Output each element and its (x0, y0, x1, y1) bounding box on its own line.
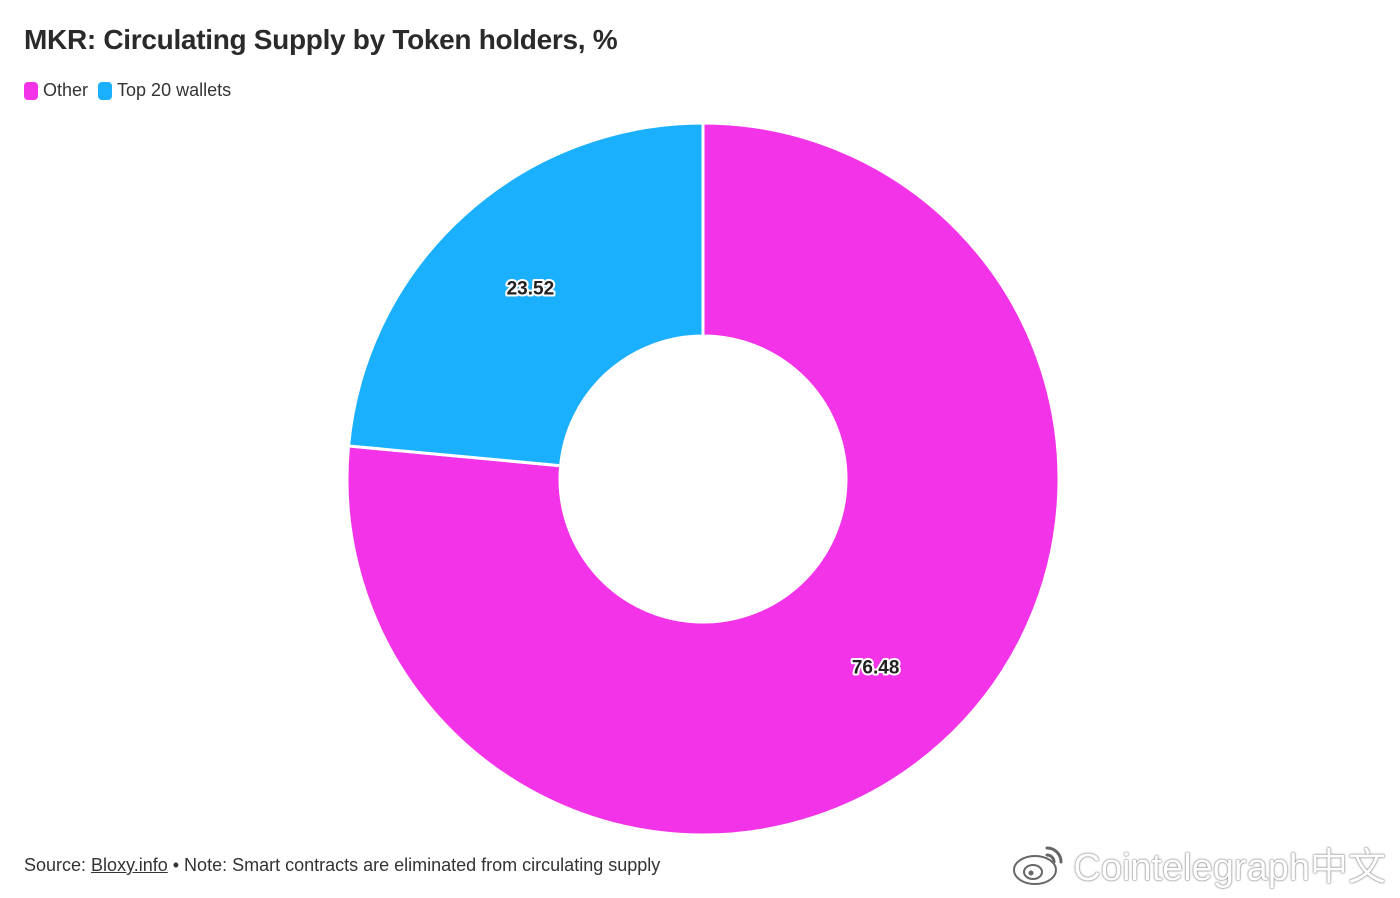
legend-label-other: Other (43, 80, 89, 100)
donut-labels: 76.48 23.52 (505, 277, 902, 681)
legend-label-top-20-wallets: Top 20 wallets (117, 80, 232, 100)
watermark-text: Cointelegraph中文 (1073, 847, 1386, 889)
weibo-icon (1013, 846, 1063, 885)
chart-title: MKR: Circulating Supply by Token holders… (24, 24, 618, 55)
legend-swatch-other (24, 81, 38, 100)
source-link[interactable]: Bloxy.info (91, 855, 168, 875)
data-label-other: 76.48 (852, 657, 900, 678)
slice-top-20-wallets[interactable] (346, 121, 705, 468)
slice-other[interactable] (345, 121, 1061, 837)
legend-item-top-20-wallets[interactable]: Top 20 wallets (98, 80, 231, 101)
source-note: Source: Bloxy.info • Note: Smart contrac… (24, 855, 660, 876)
source-prefix: Source: (24, 855, 92, 875)
watermark: Cointelegraph中文 (1011, 836, 1386, 891)
legend-swatch-top-20-wallets (98, 81, 113, 100)
donut-slices (345, 121, 1061, 837)
legend-item-other[interactable]: Other (24, 80, 88, 101)
note-text: • Note: Smart contracts are eliminated f… (167, 855, 661, 875)
data-label-top-20-wallets: 23.52 (507, 279, 555, 300)
legend: Other Top 20 wallets (24, 80, 241, 101)
